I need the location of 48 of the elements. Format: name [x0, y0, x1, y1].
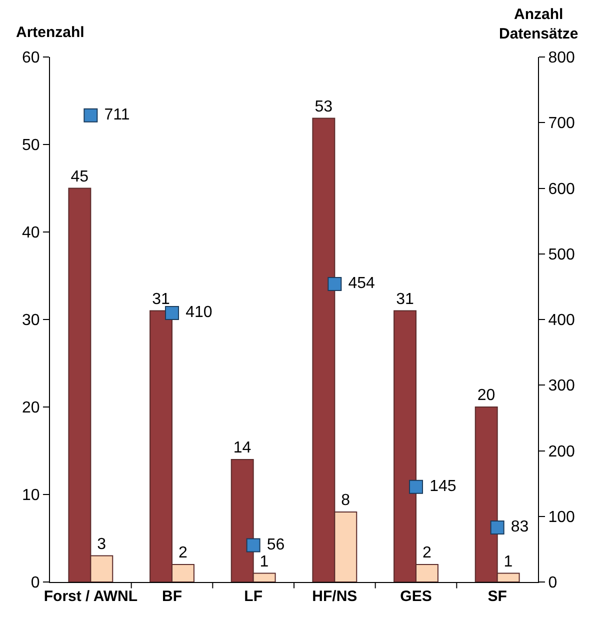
y-tick-label: 0 — [30, 574, 40, 592]
y2-tick-label: 100 — [548, 508, 575, 526]
y2-tick-label: 800 — [548, 50, 575, 67]
point — [490, 520, 504, 535]
y2-tick-label: 300 — [548, 378, 575, 395]
y-tick-label: 30 — [22, 312, 40, 330]
data-label: 145 — [425, 478, 456, 495]
y2-tick-label: 0 — [548, 574, 558, 592]
y-tick-label: 20 — [22, 400, 40, 417]
data-label: 83 — [506, 518, 529, 536]
data-label: 31 — [396, 290, 414, 308]
data-label: 53 — [314, 98, 333, 116]
data-label: 711 — [100, 106, 130, 124]
data-label: 410 — [181, 304, 212, 321]
x-tick-label: Forst / AWNL — [44, 588, 138, 605]
x-tick-label: GES — [400, 588, 432, 605]
point — [84, 108, 98, 122]
data-label: 1 — [260, 553, 269, 570]
point — [409, 480, 423, 494]
point — [328, 277, 342, 292]
y2-tick-label: 700 — [548, 115, 575, 132]
data-label: 2 — [422, 544, 432, 562]
x-tick-label: HF/NS — [312, 588, 358, 605]
x-tick-label: BF — [162, 588, 182, 605]
point — [165, 306, 179, 320]
y-axis-title: Artenzahl — [16, 24, 84, 41]
y2-tick-label: 200 — [548, 443, 575, 460]
data-label: 454 — [344, 275, 376, 292]
y2-axis-title: Anzahl Datensätze — [499, 6, 578, 42]
data-label: 56 — [262, 536, 285, 554]
data-label: 20 — [477, 387, 496, 404]
data-label: 3 — [97, 536, 106, 553]
y2-tick-label: 600 — [548, 180, 575, 198]
y-tick-label: 10 — [22, 487, 40, 504]
point — [246, 538, 260, 552]
data-label: 31 — [152, 290, 170, 308]
y2-tick-label: 500 — [548, 246, 575, 264]
y-tick-label: 50 — [22, 137, 40, 154]
y-tick-label: 60 — [22, 50, 40, 67]
data-label: 2 — [178, 544, 188, 562]
x-tick-label: SF — [488, 588, 507, 605]
data-label: 14 — [233, 440, 252, 456]
y2-tick-label: 400 — [548, 312, 575, 330]
x-tick-label: LF — [244, 588, 262, 605]
data-label: 45 — [70, 168, 89, 186]
data-label: 8 — [341, 492, 350, 509]
data-label: 1 — [504, 553, 513, 570]
y-tick-label: 40 — [22, 224, 40, 242]
